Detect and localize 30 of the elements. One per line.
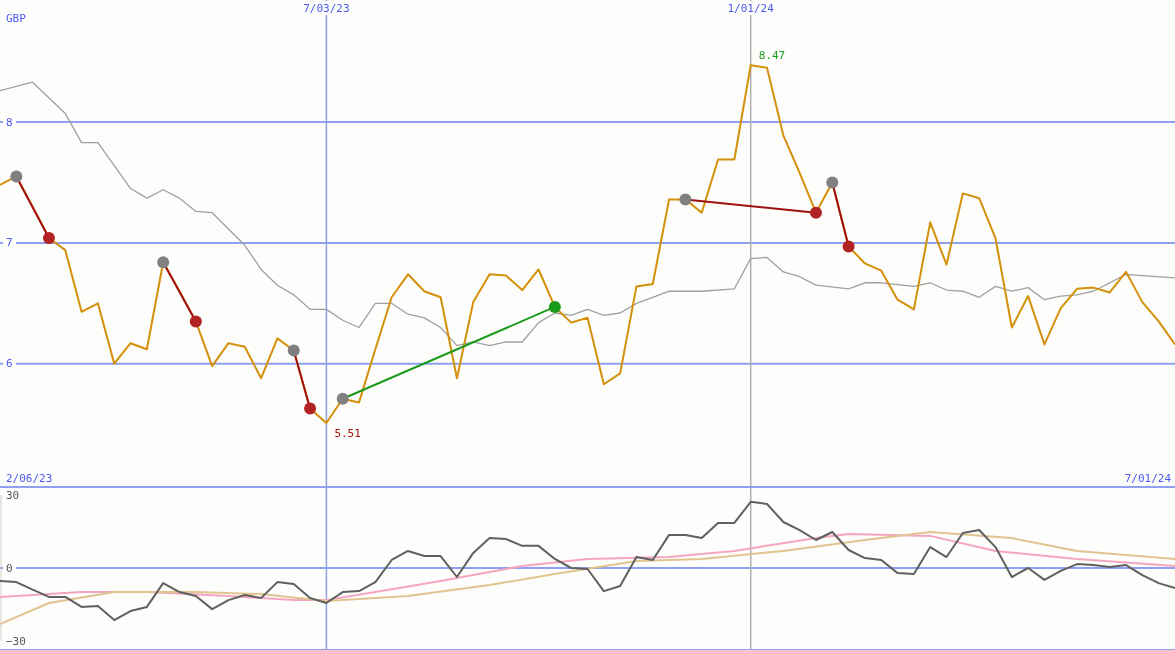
point xyxy=(809,206,822,219)
line-series xyxy=(0,64,1175,424)
annotation: 2/06/23 xyxy=(6,472,53,485)
y-tick-label: 8 xyxy=(6,115,13,129)
point xyxy=(826,176,839,189)
line-series xyxy=(0,530,1175,625)
line-series xyxy=(0,532,1175,602)
y-tick-label: 7 xyxy=(6,236,13,250)
y-tick-label: 0 xyxy=(6,561,13,575)
point xyxy=(304,402,317,415)
point xyxy=(336,392,349,405)
annotation: 5.51 xyxy=(334,426,361,440)
y-tick-label: −30 xyxy=(6,634,26,648)
line-series xyxy=(0,81,1175,347)
line-series xyxy=(0,500,1175,622)
x-tick-label: 7/03/23 xyxy=(303,2,350,15)
x-tick-label: 1/01/24 xyxy=(727,2,775,15)
point xyxy=(10,170,23,183)
point xyxy=(189,315,202,328)
annotation: 8.47 xyxy=(758,49,786,63)
point xyxy=(842,240,855,253)
point xyxy=(548,300,561,313)
point xyxy=(42,232,55,245)
point xyxy=(287,344,300,357)
y-tick-label: 30 xyxy=(6,488,20,502)
y-tick-label: 6 xyxy=(6,357,13,371)
y-axis-title: GBP xyxy=(6,12,27,25)
point xyxy=(157,256,170,269)
annotation: 7/01/24 xyxy=(1124,472,1172,485)
point xyxy=(679,193,692,206)
